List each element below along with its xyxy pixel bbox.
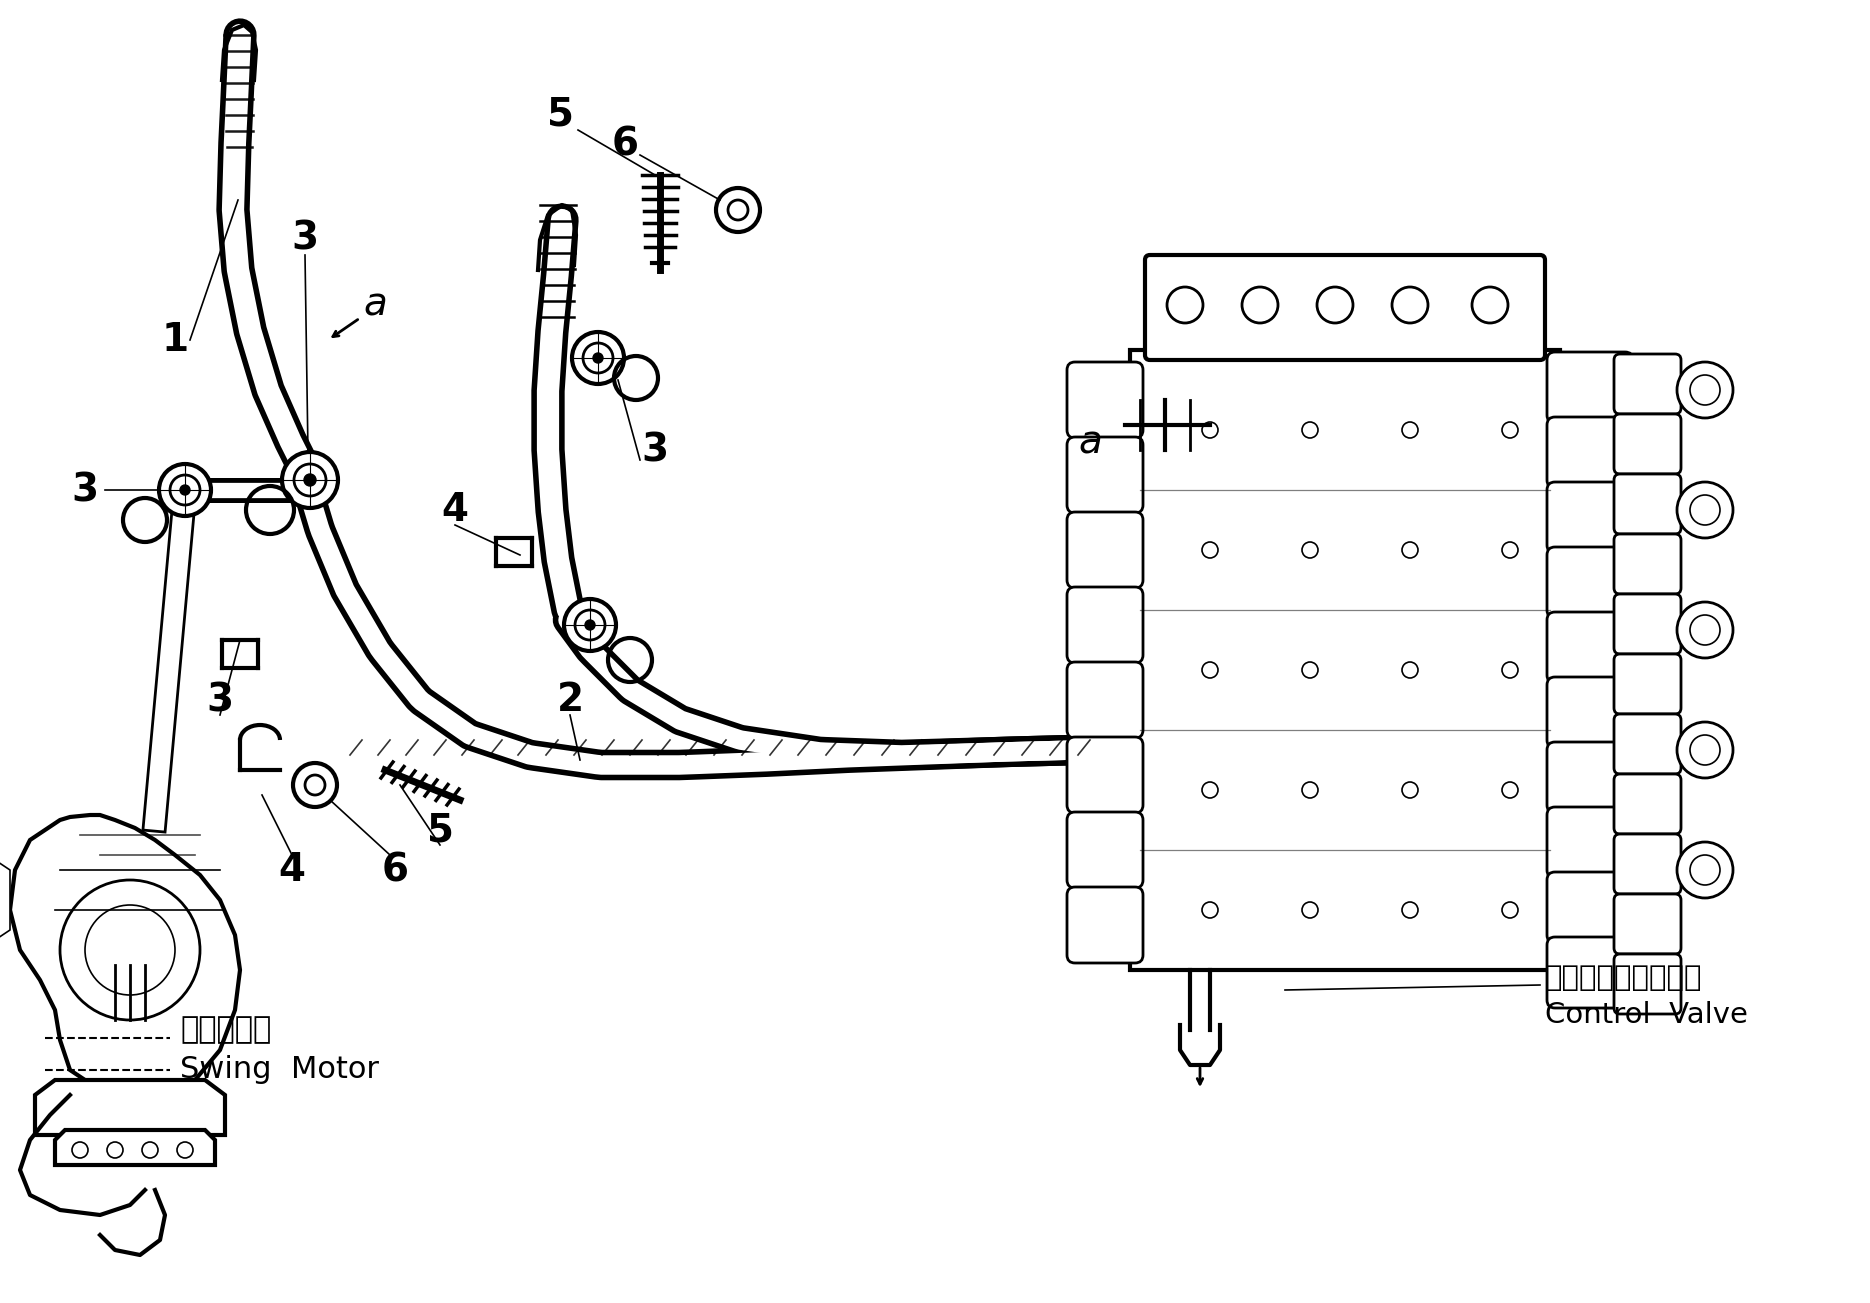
Text: 3: 3	[292, 219, 318, 257]
Circle shape	[1242, 287, 1277, 323]
FancyBboxPatch shape	[1614, 954, 1681, 1014]
Circle shape	[572, 332, 625, 384]
Circle shape	[305, 474, 316, 486]
FancyBboxPatch shape	[1614, 654, 1681, 714]
Text: 4: 4	[279, 851, 305, 889]
Text: 1: 1	[161, 321, 189, 360]
FancyBboxPatch shape	[1068, 362, 1143, 438]
FancyBboxPatch shape	[1546, 352, 1633, 423]
Circle shape	[1677, 362, 1733, 418]
Circle shape	[1167, 287, 1202, 323]
Circle shape	[1677, 842, 1733, 898]
Text: 4: 4	[441, 491, 469, 529]
Circle shape	[294, 764, 337, 807]
Circle shape	[716, 188, 759, 232]
Circle shape	[1391, 287, 1429, 323]
FancyBboxPatch shape	[1068, 586, 1143, 663]
Text: 5: 5	[546, 96, 574, 134]
FancyBboxPatch shape	[1546, 937, 1633, 1009]
Circle shape	[159, 464, 211, 516]
Text: 6: 6	[381, 851, 408, 889]
Circle shape	[1472, 287, 1507, 323]
FancyBboxPatch shape	[1546, 612, 1633, 683]
FancyBboxPatch shape	[1546, 678, 1633, 748]
Text: 3: 3	[206, 681, 234, 719]
FancyBboxPatch shape	[1129, 351, 1560, 969]
FancyBboxPatch shape	[1068, 662, 1143, 737]
Circle shape	[180, 485, 191, 495]
Polygon shape	[9, 814, 239, 1100]
Circle shape	[1677, 722, 1733, 778]
FancyBboxPatch shape	[1068, 437, 1143, 513]
FancyBboxPatch shape	[1614, 474, 1681, 534]
FancyBboxPatch shape	[1546, 417, 1633, 489]
FancyBboxPatch shape	[1546, 741, 1633, 813]
Circle shape	[1677, 482, 1733, 538]
Circle shape	[282, 452, 338, 508]
FancyBboxPatch shape	[1546, 872, 1633, 943]
Polygon shape	[36, 1080, 224, 1135]
Circle shape	[593, 353, 602, 364]
Text: 5: 5	[426, 810, 454, 850]
FancyBboxPatch shape	[1068, 887, 1143, 963]
FancyBboxPatch shape	[1614, 774, 1681, 834]
FancyBboxPatch shape	[1614, 714, 1681, 774]
Circle shape	[1677, 602, 1733, 658]
Text: a: a	[363, 285, 387, 324]
Text: a: a	[1079, 423, 1101, 461]
FancyBboxPatch shape	[1614, 834, 1681, 894]
Text: Control  Valve: Control Valve	[1545, 1001, 1748, 1029]
FancyBboxPatch shape	[1614, 534, 1681, 594]
Polygon shape	[54, 1130, 215, 1165]
FancyBboxPatch shape	[1614, 354, 1681, 414]
FancyBboxPatch shape	[1068, 812, 1143, 889]
FancyBboxPatch shape	[1068, 512, 1143, 588]
FancyBboxPatch shape	[1144, 255, 1545, 360]
Circle shape	[1316, 287, 1354, 323]
FancyBboxPatch shape	[1614, 414, 1681, 474]
Polygon shape	[0, 860, 9, 939]
Text: Swing  Motor: Swing Motor	[180, 1055, 380, 1084]
Text: コントロールバルブ: コントロールバルブ	[1545, 964, 1702, 992]
Text: 2: 2	[557, 681, 583, 719]
Text: 旋回モータ: 旋回モータ	[180, 1015, 271, 1045]
FancyBboxPatch shape	[1546, 482, 1633, 552]
Text: 3: 3	[71, 470, 99, 509]
Text: 6: 6	[611, 126, 638, 164]
FancyBboxPatch shape	[1068, 737, 1143, 813]
Circle shape	[565, 599, 615, 652]
FancyBboxPatch shape	[1614, 894, 1681, 954]
FancyBboxPatch shape	[1546, 547, 1633, 618]
FancyBboxPatch shape	[1546, 807, 1633, 878]
FancyBboxPatch shape	[1614, 594, 1681, 654]
Text: 3: 3	[641, 431, 669, 469]
Circle shape	[585, 620, 595, 629]
